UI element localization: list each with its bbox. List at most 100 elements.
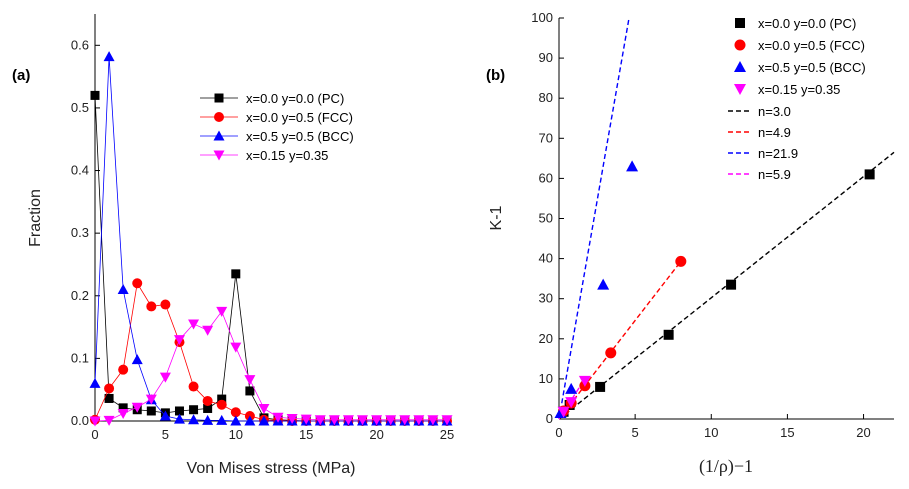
x-tick-label-a: 5 [162, 427, 169, 442]
legend-label-x: x=0.15 y=0.35 [246, 148, 328, 163]
point-pc [726, 279, 737, 290]
point-x [328, 415, 340, 426]
legend-marker-x [213, 150, 225, 161]
point-pc [217, 394, 227, 404]
point-bcc [131, 354, 143, 365]
y-tick-label-b: 40 [539, 251, 553, 266]
legend-label-pc: x=0.0 y=0.0 (PC) [246, 91, 344, 106]
series-group-a [89, 51, 453, 427]
legend-label-fcc: x=0.0 y=0.5 (FCC) [246, 110, 353, 125]
point-bcc [565, 382, 578, 394]
y-tick-label-a: 0.6 [71, 37, 89, 52]
point-pc [595, 381, 606, 392]
x-axis-title-b: (1/ρ)−1 [699, 456, 753, 477]
y-tick-label-a: 0.3 [71, 225, 89, 240]
x-tick-label-a: 0 [91, 427, 98, 442]
x-tick-label-a: 10 [229, 427, 243, 442]
point-x [131, 402, 143, 413]
point-x [188, 319, 200, 330]
chart-b: (b) 0 5 10 15 20 0 10 20 30 40 50 60 70 80 90 100 (1/ρ… [486, 10, 895, 477]
point-x [300, 414, 312, 425]
point-pc [203, 403, 213, 413]
point-fcc [160, 299, 171, 310]
point-bcc [188, 414, 200, 425]
series-line-x [94, 310, 447, 422]
point-x [216, 306, 228, 317]
point-bcc [216, 414, 228, 425]
legend-marker-fcc [214, 112, 224, 122]
series-line-pc [94, 95, 447, 422]
point-x [159, 372, 171, 383]
point-fcc [146, 301, 157, 312]
x-ticks-b: 0 5 10 15 20 [555, 414, 871, 440]
y-tick-label-b: 30 [539, 291, 553, 306]
legend-b: x=0.0 y=0.0 (PC) x=0.0 y=0.5 (FCC) x=0.5 y… [728, 16, 866, 182]
y-ticks-a: 0.0 0.1 0.2 0.3 0.4 0.5 0.6 [71, 37, 100, 428]
point-x [427, 415, 439, 426]
point-x [272, 412, 284, 423]
point-x [565, 397, 578, 409]
legend-label-x: x=0.15 y=0.35 [758, 82, 840, 97]
y-axis-title-b: K-1 [488, 205, 505, 230]
x-tick-label-b: 20 [856, 425, 870, 440]
point-bcc [173, 413, 185, 424]
point-x [202, 325, 214, 336]
y-tick-label-b: 80 [539, 90, 553, 105]
legend-marker-pc [214, 93, 224, 103]
x-tick-label-a: 25 [440, 427, 454, 442]
x-tick-label-b: 10 [704, 425, 718, 440]
legend-fit-label-0: n=3.0 [758, 104, 791, 119]
point-x [357, 415, 369, 426]
point-bcc [230, 415, 242, 426]
point-pc [189, 405, 199, 415]
point-fcc [132, 278, 143, 289]
series-group-b [554, 160, 875, 418]
point-pc [118, 403, 128, 413]
point-pc [231, 269, 241, 279]
point-x [441, 415, 453, 426]
point-fcc [202, 395, 213, 406]
y-tick-label-b: 100 [531, 10, 553, 25]
y-tick-label-b: 90 [539, 50, 553, 65]
point-x [286, 413, 298, 424]
x-axis-title-a: Von Mises stress (MPa) [187, 460, 356, 477]
legend-marker-bcc [213, 130, 225, 141]
fit-lines-b [558, 17, 895, 420]
panel-label-b: (b) [486, 67, 505, 84]
point-pc [864, 169, 875, 180]
legend-fit-label-3: n=5.9 [758, 167, 791, 182]
legend-marker-pc [735, 18, 745, 28]
point-bcc [626, 160, 639, 172]
legend-label-fcc: x=0.0 y=0.5 (FCC) [758, 38, 865, 53]
point-x [103, 415, 115, 426]
point-x [230, 342, 242, 353]
x-tick-label-a: 20 [369, 427, 383, 442]
fit-line-1 [558, 260, 682, 420]
point-fcc [605, 347, 617, 359]
y-tick-label-a: 0.4 [71, 163, 89, 178]
point-x [557, 406, 570, 418]
y-ticks-b: 0 10 20 30 40 50 60 70 80 90 100 [531, 10, 564, 426]
point-pc [245, 386, 255, 396]
point-bcc [117, 284, 129, 295]
point-bcc [202, 414, 214, 425]
y-tick-label-a: 0.0 [71, 413, 89, 428]
point-x [314, 415, 326, 426]
point-x [342, 415, 354, 426]
fit-line-2 [558, 17, 630, 420]
point-x [371, 415, 383, 426]
point-x [385, 415, 397, 426]
fit-line-0 [558, 151, 895, 420]
point-pc [663, 329, 674, 340]
legend-fit-label-1: n=4.9 [758, 125, 791, 140]
x-tick-label-b: 5 [632, 425, 639, 440]
legend-label-bcc: x=0.5 y=0.5 (BCC) [758, 60, 866, 75]
point-bcc [159, 410, 171, 421]
plot-area-a [95, 14, 447, 421]
panel-label-a: (a) [12, 67, 30, 84]
y-tick-label-b: 70 [539, 130, 553, 145]
point-bcc [89, 377, 101, 388]
legend-marker-x [734, 84, 746, 95]
y-tick-label-b: 50 [539, 211, 553, 226]
